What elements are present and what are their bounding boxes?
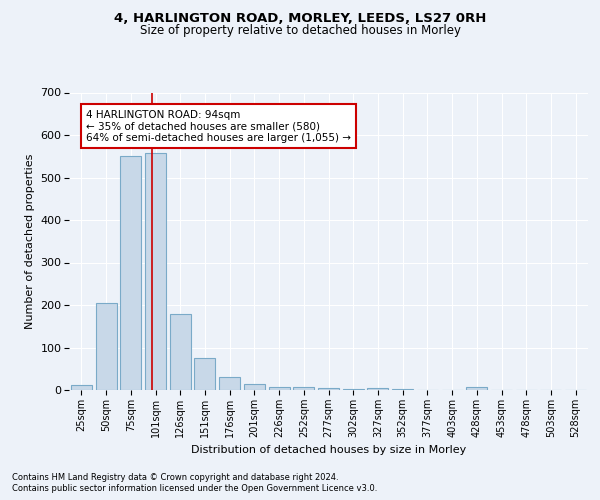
Bar [95, 303, 116, 390]
Bar [71, 385, 92, 390]
Bar [269, 387, 290, 390]
Bar [466, 388, 487, 390]
Bar [170, 314, 191, 390]
Text: Contains HM Land Registry data © Crown copyright and database right 2024.: Contains HM Land Registry data © Crown c… [12, 472, 338, 482]
Text: Contains public sector information licensed under the Open Government Licence v3: Contains public sector information licen… [12, 484, 377, 493]
Text: 4, HARLINGTON ROAD, MORLEY, LEEDS, LS27 0RH: 4, HARLINGTON ROAD, MORLEY, LEEDS, LS27 … [114, 12, 486, 26]
Y-axis label: Number of detached properties: Number of detached properties [25, 154, 35, 329]
Bar [293, 388, 314, 390]
Text: 4 HARLINGTON ROAD: 94sqm
← 35% of detached houses are smaller (580)
64% of semi-: 4 HARLINGTON ROAD: 94sqm ← 35% of detach… [86, 110, 351, 142]
Text: Size of property relative to detached houses in Morley: Size of property relative to detached ho… [139, 24, 461, 37]
Bar [367, 388, 388, 390]
Bar [392, 389, 413, 390]
X-axis label: Distribution of detached houses by size in Morley: Distribution of detached houses by size … [191, 446, 466, 456]
Bar [244, 384, 265, 390]
Bar [145, 154, 166, 390]
Bar [194, 358, 215, 390]
Bar [343, 389, 364, 390]
Bar [120, 156, 141, 390]
Bar [219, 377, 240, 390]
Bar [318, 388, 339, 390]
